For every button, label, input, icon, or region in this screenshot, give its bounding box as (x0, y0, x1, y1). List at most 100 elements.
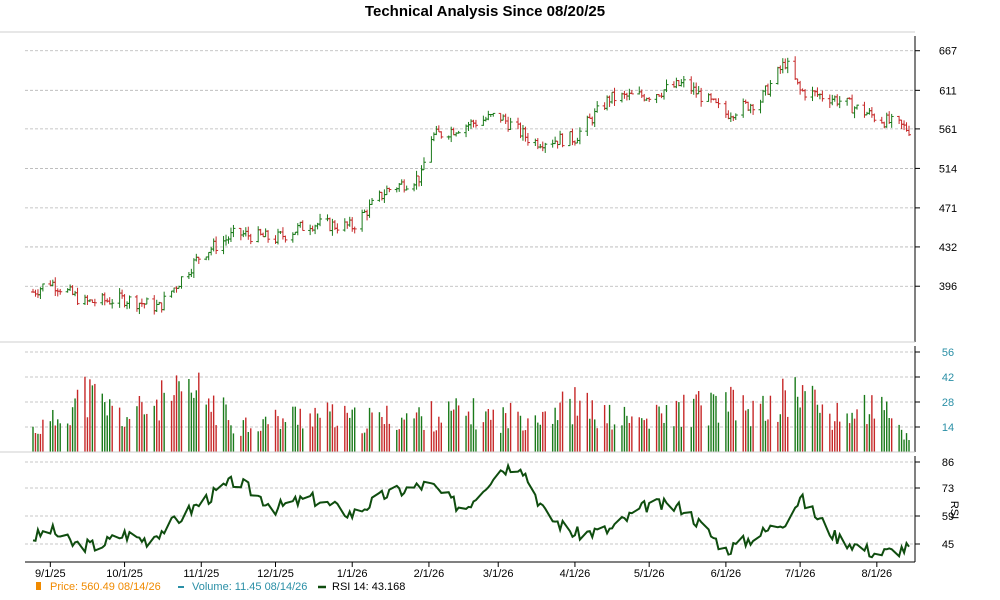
price-bar (867, 108, 872, 115)
price-bar (869, 107, 874, 118)
price-bar (70, 285, 75, 296)
price-bar (55, 288, 60, 297)
price-bar (659, 92, 664, 99)
price-bar (570, 128, 575, 146)
price-bar (709, 93, 714, 103)
price-bar (434, 125, 439, 136)
price-bar (127, 295, 132, 309)
price-bar (82, 294, 87, 305)
price-bar (716, 98, 721, 109)
price-bar (855, 104, 860, 110)
price-bar (543, 142, 548, 153)
price-bar (837, 96, 842, 109)
price-bar (466, 121, 471, 131)
legend: Price: 560.49 08/14/26 Volume: 11.45 08/… (36, 581, 405, 593)
price-bar (50, 279, 55, 287)
price-bar (681, 75, 686, 88)
price-bar (585, 115, 590, 136)
price-bar (540, 141, 545, 152)
price-bar (775, 66, 780, 85)
price-bar (310, 225, 315, 232)
x-tick-label: 7/1/26 (785, 568, 816, 580)
price-bar (733, 113, 738, 120)
price-bar (110, 299, 115, 309)
price-bar (327, 217, 332, 232)
price-bar (664, 79, 669, 93)
price-bar (318, 213, 323, 227)
price-bar (53, 277, 58, 297)
price-bar (33, 289, 38, 297)
price-bar (654, 94, 659, 104)
price-bar (850, 94, 855, 114)
price-bar (137, 302, 142, 315)
x-tick-label: 2/1/26 (414, 568, 445, 580)
price-bar (768, 80, 773, 97)
price-bar (404, 185, 409, 191)
volume-legend-label: Volume: 11.45 08/14/26 (192, 581, 307, 593)
price-bar (629, 90, 634, 95)
price-bar (384, 185, 389, 196)
price-bar (553, 136, 558, 145)
price-bar (830, 94, 835, 106)
price-bar (473, 119, 478, 128)
price-bar (214, 236, 219, 255)
price-bar (872, 113, 877, 123)
price-bar (256, 226, 261, 243)
price-bar (196, 256, 201, 264)
price-bar (567, 131, 572, 147)
price-bar (290, 232, 295, 243)
price-bar (795, 78, 800, 85)
price-legend-swatch (36, 582, 41, 590)
price-bar (35, 289, 40, 298)
price-bar (367, 199, 372, 218)
price-bar (639, 89, 644, 98)
price-bar (382, 189, 387, 203)
price-bar (590, 116, 595, 126)
price-bar (266, 230, 271, 243)
price-bar (206, 251, 211, 261)
price-bar (785, 57, 790, 74)
price-bar (820, 90, 825, 102)
price-bar (503, 113, 508, 124)
volume-panel: 14 28 42 56 (0, 341, 954, 452)
price-bar (350, 217, 355, 232)
price-bar (587, 113, 592, 119)
price-bar (308, 224, 313, 236)
price-panel: 396 432 471 514 561 611 667 (0, 31, 957, 342)
price-bar (607, 95, 612, 107)
price-bar (431, 132, 436, 142)
price-bar (723, 100, 728, 118)
price-bar (780, 58, 785, 74)
price-bar (691, 82, 696, 95)
price-bar (827, 94, 832, 108)
price-bar (248, 233, 253, 245)
price-bar (731, 115, 736, 122)
price-bar (533, 138, 538, 146)
price-bar (347, 216, 352, 227)
price-bar (456, 130, 461, 134)
price-bar (845, 97, 850, 106)
price-legend-label: Price: 560.49 08/14/26 (50, 581, 161, 593)
price-bar (612, 87, 617, 106)
price-bar (538, 144, 543, 149)
price-bar (263, 228, 268, 238)
price-bar (58, 288, 63, 295)
price-bar (624, 92, 629, 101)
x-tick-label: 10/1/25 (106, 568, 143, 580)
price-bar (508, 117, 513, 130)
x-tick-label: 11/1/25 (183, 568, 219, 580)
price-bar (394, 187, 399, 193)
price-bar (275, 228, 280, 245)
price-bar (102, 292, 107, 306)
price-bar (335, 223, 340, 234)
rsi-tick-label: 73 (942, 483, 954, 495)
price-bar (414, 170, 419, 190)
price-bar (352, 226, 357, 234)
volume-tick-label: 28 (942, 397, 954, 409)
price-bar (162, 291, 167, 311)
price-bar (699, 87, 704, 107)
price-bar (810, 86, 815, 102)
price-bar (152, 295, 157, 315)
price-bar (231, 224, 236, 238)
